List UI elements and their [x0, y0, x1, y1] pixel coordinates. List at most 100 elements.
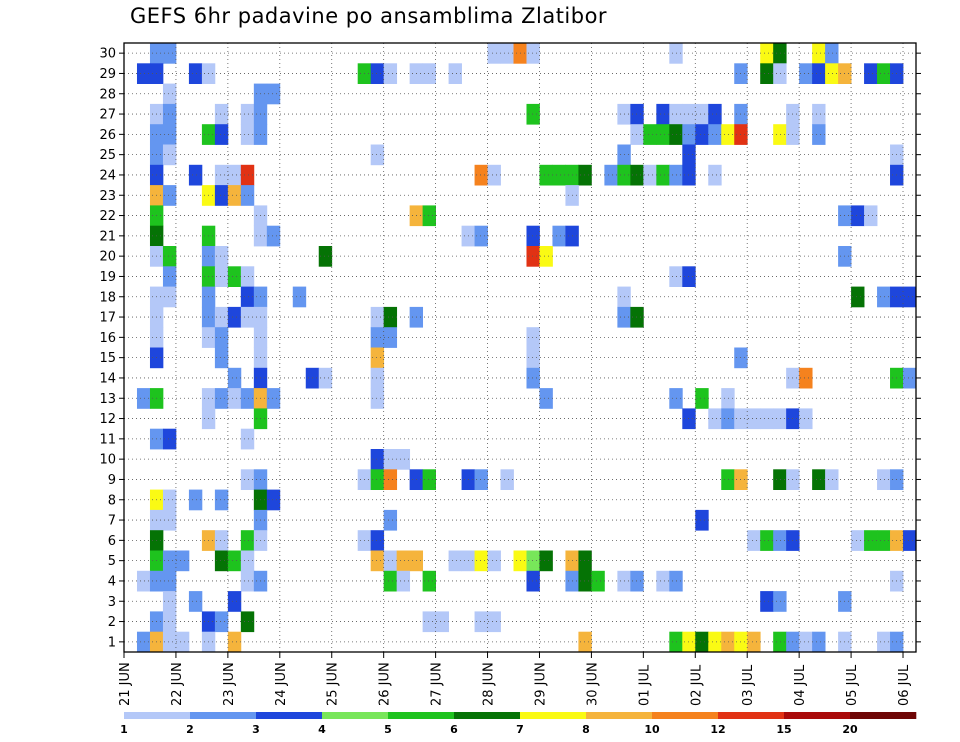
- heatmap-cell: [825, 63, 839, 84]
- grid-lines: [124, 43, 916, 652]
- heatmap-cell: [162, 509, 177, 531]
- x-tick-label: 22 JUN: [170, 662, 185, 706]
- heatmap-cell: [383, 570, 398, 592]
- colorbar-label: 4: [318, 723, 326, 736]
- heatmap-cell: [721, 469, 735, 490]
- heatmap-cell: [539, 388, 553, 409]
- colorbar-swatch: [718, 712, 785, 719]
- heatmap-cell: [318, 246, 333, 267]
- colorbar-label: 2: [186, 723, 194, 736]
- heatmap-cell: [721, 631, 735, 653]
- heatmap-cell: [396, 570, 411, 592]
- heatmap-cell: [240, 530, 255, 551]
- heatmap-cell: [162, 591, 177, 612]
- colorbar-swatch: [454, 712, 521, 719]
- colorbar-swatch: [850, 712, 917, 719]
- heatmap-cell: [630, 570, 644, 592]
- x-tick-label: 24 JUN: [274, 662, 289, 706]
- heatmap-cell: [214, 103, 229, 125]
- heatmap-cell: [708, 103, 722, 125]
- heatmap-cell: [396, 550, 411, 572]
- heatmap-cell: [214, 530, 229, 551]
- heatmap-cell: [383, 449, 398, 470]
- colorbar-label: 20: [842, 723, 858, 736]
- heatmap-cell: [747, 631, 761, 653]
- x-tick-label: 30 JUN: [585, 662, 600, 706]
- y-tick-label: 7: [108, 514, 116, 529]
- heatmap-cell: [695, 103, 709, 125]
- heatmap-cell: [370, 530, 385, 551]
- heatmap-cell: [227, 185, 242, 206]
- colorbar-label: 3: [252, 723, 260, 736]
- heatmap-cell: [812, 469, 826, 490]
- heatmap-cell: [656, 164, 670, 186]
- heatmap-cell: [526, 347, 540, 369]
- heatmap-cell: [721, 408, 735, 430]
- heatmap-cell: [422, 63, 436, 84]
- heatmap-cell: [448, 550, 462, 572]
- heatmap-cell: [383, 469, 398, 490]
- colorbar-label: 15: [776, 723, 791, 736]
- heatmap-cell: [370, 388, 385, 409]
- y-tick-label: 11: [99, 432, 116, 447]
- heatmap-cell: [474, 550, 488, 572]
- x-tick-label: 23 JUN: [222, 662, 237, 706]
- heatmap-cell: [383, 63, 398, 84]
- heatmap-cell: [370, 327, 385, 348]
- y-tick-label: 28: [99, 87, 116, 102]
- heatmap-cell: [474, 225, 488, 247]
- heatmap-cell: [708, 124, 722, 145]
- x-tick-label: 03 JUL: [741, 664, 756, 706]
- y-tick-label: 10: [99, 453, 116, 468]
- x-tick-label: 06 JUL: [897, 664, 912, 706]
- heatmap-cell: [903, 367, 917, 389]
- heatmap-cell: [708, 408, 722, 430]
- heatmap-cell: [188, 489, 203, 511]
- heatmap-cell: [162, 185, 177, 206]
- y-tick-label: 16: [99, 331, 116, 346]
- colorbar-swatch: [124, 712, 191, 719]
- x-axis-ticks: 21 JUN 22 JUN 23 JUN 24 JUN 25 JUN 26 JUN 27 J…: [118, 652, 912, 706]
- heatmap-cell: [422, 570, 436, 592]
- heatmap-cell: [877, 286, 891, 308]
- heatmap-cell: [370, 469, 385, 490]
- heatmap-cell: [162, 124, 177, 145]
- heatmap-cell: [630, 103, 644, 125]
- x-tick-label: 01 JUL: [637, 664, 652, 706]
- y-tick-label: 8: [108, 493, 116, 508]
- heatmap-cell: [240, 570, 255, 592]
- y-tick-label: 13: [99, 392, 116, 407]
- heatmap-cell: [162, 428, 177, 450]
- heatmap-cell: [240, 164, 255, 186]
- heatmap-cell: [188, 591, 203, 612]
- heatmap-cell: [773, 530, 787, 551]
- heatmap-cell: [422, 611, 436, 633]
- heatmap-cell: [214, 327, 229, 348]
- heatmap-cell: [552, 164, 566, 186]
- heatmap-cell: [552, 225, 566, 247]
- heatmap-cell: [721, 124, 735, 145]
- heatmap-cell: [604, 164, 618, 186]
- heatmap-cell: [227, 306, 242, 328]
- heatmap-cell: [799, 408, 813, 430]
- heatmap-cell: [851, 286, 865, 308]
- heatmap-cell: [162, 266, 177, 287]
- heatmap-cell: [162, 103, 177, 125]
- heatmap-cell: [760, 591, 774, 612]
- heatmap-cell: [760, 63, 774, 84]
- y-tick-label: 19: [99, 270, 116, 285]
- heatmap-cell: [188, 63, 203, 84]
- heatmap-cell: [448, 63, 462, 84]
- heatmap-cell: [240, 286, 255, 308]
- y-tick-label: 17: [99, 311, 116, 326]
- heatmap-cell: [240, 388, 255, 409]
- heatmap-cell: [214, 611, 229, 633]
- heatmap-cell: [695, 509, 709, 531]
- heatmap-cell: [656, 570, 670, 592]
- heatmap-cell: [266, 225, 281, 247]
- heatmap-cell: [214, 246, 229, 267]
- heatmap-cell: [877, 63, 891, 84]
- heatmap-cell: [656, 103, 670, 125]
- heatmap-cell: [162, 631, 177, 653]
- y-tick-label: 30: [99, 47, 116, 62]
